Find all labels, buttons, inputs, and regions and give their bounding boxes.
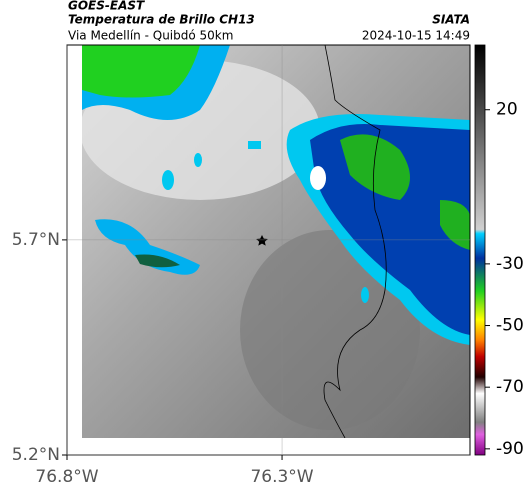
colorbar-tick-label: -70 xyxy=(496,377,524,397)
colorbar-tick-label: -50 xyxy=(496,316,524,336)
product-title: Temperatura de Brillo CH13 xyxy=(68,13,255,27)
x-tick-label: 76.8°W xyxy=(35,467,98,487)
y-tick-label: 5.7°N xyxy=(12,230,60,250)
source-label: GOES-EAST xyxy=(68,0,145,13)
colorbar xyxy=(474,44,486,456)
colorbar-tick-label: -90 xyxy=(496,439,524,459)
x-tick-label: 76.3°W xyxy=(250,467,313,487)
city-marker xyxy=(256,235,268,246)
colorbar-tick-label: 20 xyxy=(496,100,518,120)
timestamp: 2024-10-15 14:49 xyxy=(362,29,470,43)
org-label: SIATA xyxy=(432,13,470,27)
satellite-image xyxy=(82,45,470,438)
route-label: Via Medellín - Quibdó 50km xyxy=(68,29,233,43)
y-tick-label: 5.2°N xyxy=(12,445,60,465)
colorbar-tick-label: -30 xyxy=(496,254,524,274)
